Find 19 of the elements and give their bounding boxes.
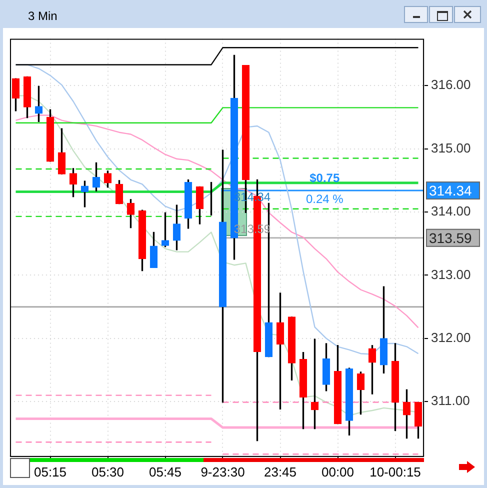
x-tick-label: 05:45	[148, 464, 182, 480]
chart-title: 3 Min	[28, 9, 58, 23]
y-tick-label: 311.00	[431, 393, 470, 408]
y-tick-label: 315.00	[431, 140, 471, 156]
ref-line-label: 313.59	[429, 230, 472, 246]
annotation: 313.59	[234, 222, 271, 236]
annotation: 0.24 %	[306, 192, 344, 206]
x-tick-label: 00:00	[321, 464, 354, 480]
x-tick-label: 23:45	[264, 464, 297, 480]
y-tick-label: 312.00	[431, 330, 471, 346]
y-tick-label: 316.00	[431, 77, 471, 92]
y-tick-label: 314.00	[431, 204, 471, 219]
x-tick-label: 05:15	[34, 464, 67, 480]
x-tick-label: 9-23:30	[200, 464, 245, 480]
ref-line-label: 314.34	[429, 182, 472, 198]
annotation: $0.75	[310, 170, 340, 185]
y-tick-label: 313.00	[431, 266, 471, 282]
x-tick-label: 10-00:15	[370, 464, 421, 480]
x-tick-label: 05:30	[91, 464, 124, 480]
